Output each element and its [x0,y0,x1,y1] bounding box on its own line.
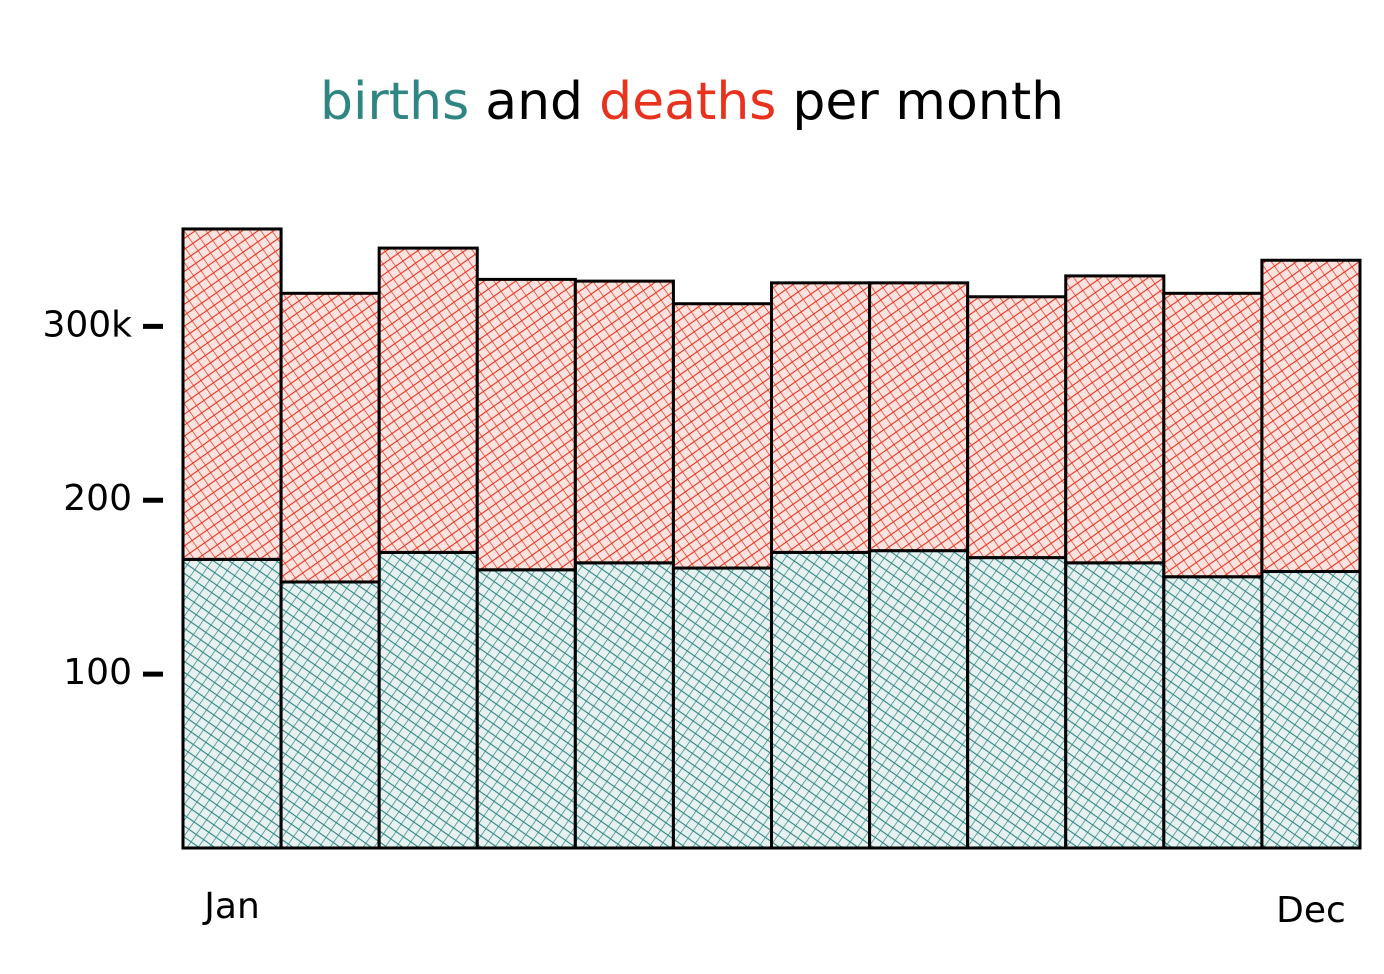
bar-segment [475,277,577,572]
title-word: births [320,72,469,132]
bar-segment [573,279,675,565]
bar-segment [966,556,1068,850]
bar-segment [377,550,479,850]
x-tick-label: Jan [202,886,260,927]
bar-segment [966,295,1068,560]
chart-title: births and deaths per month [320,72,1064,132]
bar-segment [573,561,675,850]
title-word: deaths [599,72,776,132]
bar-segment [377,246,479,554]
bar-segment [868,281,970,553]
bar-segment [181,227,283,561]
bar-segment [671,302,774,570]
bar-segment [279,580,381,850]
bar-segment [1260,258,1362,574]
title-word: per month [792,72,1064,132]
bar-segment [475,568,577,850]
bar-segment [770,281,872,554]
bar-segment [1260,570,1362,850]
x-tick-label: Dec [1276,890,1346,931]
y-tick-label: 200 [63,478,132,519]
bar-segment [770,550,872,850]
bar-segment [181,557,283,850]
bar-segment [1162,575,1264,850]
bar-segment [279,291,381,584]
bar-segment [671,566,774,850]
bar-segment [1064,274,1166,565]
bar-segment [868,549,970,850]
bar-segment [1064,561,1166,850]
title-word: and [485,72,583,132]
y-tick-label: 100 [63,652,132,693]
y-tick-label: 300k [42,304,132,345]
bar-segment [1162,291,1264,579]
